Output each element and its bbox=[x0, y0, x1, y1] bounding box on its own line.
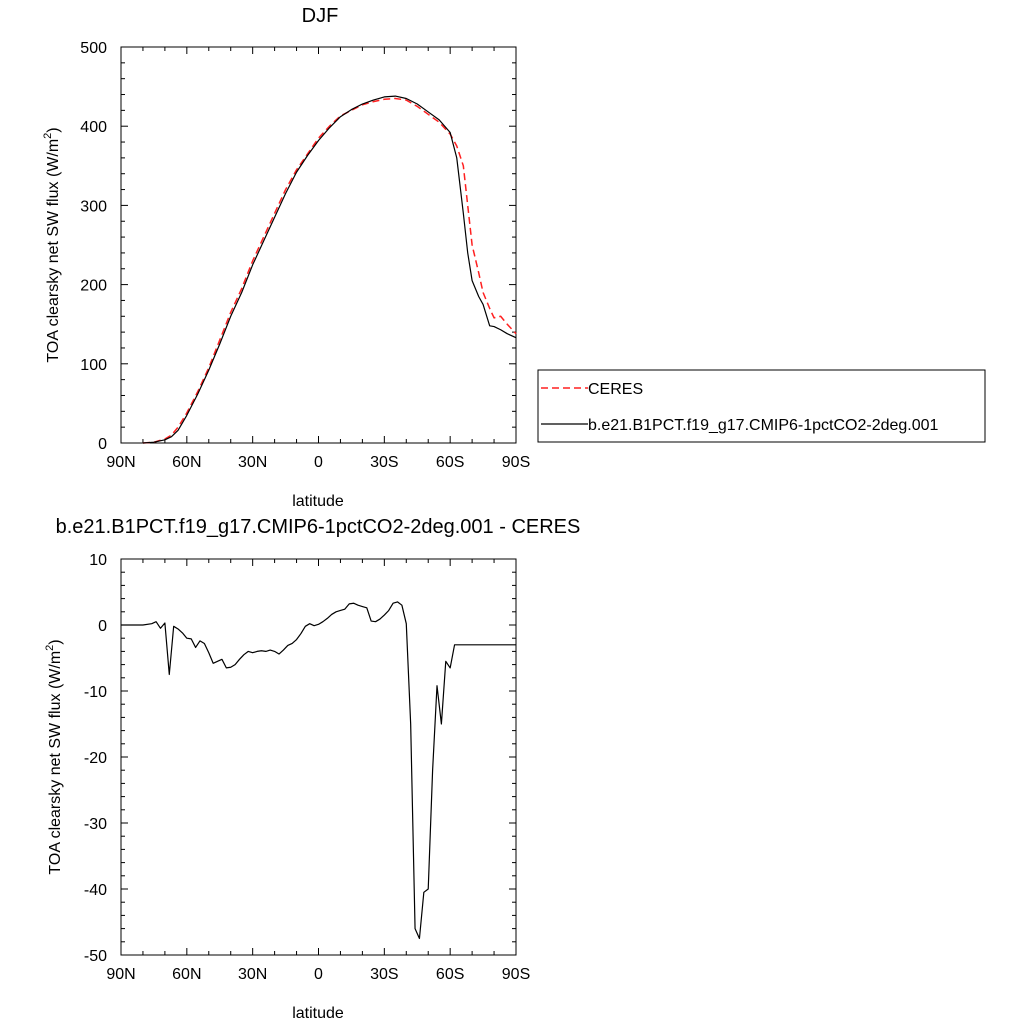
top-y-axis-label-main: TOA clearsky net SW flux (W/m bbox=[45, 139, 62, 363]
top-y-axis-label-end: ) bbox=[45, 127, 62, 132]
x-tick-label: 60S bbox=[436, 966, 464, 983]
top-y-axis-label-sup: 2 bbox=[42, 133, 54, 139]
x-tick-label: 90N bbox=[106, 966, 135, 983]
bottom-chart-title: b.e21.B1PCT.f19_g17.CMIP6-1pctCO2-2deg.0… bbox=[56, 516, 581, 538]
y-tick-label: 10 bbox=[89, 552, 107, 569]
legend-entry-ceres: CERES bbox=[588, 381, 643, 398]
bottom-tick-group: 90N 60N 30N 0 30S 60S 90S -50 -40 -30 -20 -10 0 10 bbox=[84, 552, 530, 983]
x-tick-label: 60S bbox=[436, 454, 464, 471]
x-tick-label: 0 bbox=[314, 454, 323, 471]
y-tick-label: 0 bbox=[98, 436, 107, 453]
bottom-series-group bbox=[121, 601, 516, 940]
y-tick-label: 0 bbox=[98, 618, 107, 635]
y-tick-label: 300 bbox=[80, 198, 107, 215]
bottom-y-axis-label: TOA clearsky net SW flux (W/m2) bbox=[44, 639, 64, 874]
bottom-series-line-0 bbox=[121, 601, 516, 940]
bottom-y-axis-label-sup: 2 bbox=[44, 645, 56, 651]
top-plot-frame bbox=[120, 46, 517, 444]
top-tick-group: 90N 60N 30N 0 30S 60S 90S 0 100 200 300 400 500 bbox=[80, 40, 530, 471]
y-tick-label: 200 bbox=[80, 278, 107, 295]
y-tick-label: 100 bbox=[80, 357, 107, 374]
x-tick-label: 90S bbox=[502, 454, 530, 471]
x-tick-label: 30S bbox=[370, 454, 398, 471]
top-y-axis-label: TOA clearsky net SW flux (W/m2) bbox=[42, 127, 62, 362]
bottom-plot-frame bbox=[120, 558, 517, 956]
top-series-group bbox=[142, 95, 517, 444]
x-tick-label: 90S bbox=[502, 966, 530, 983]
x-tick-label: 60N bbox=[172, 966, 201, 983]
bottom-panel: b.e21.B1PCT.f19_g17.CMIP6-1pctCO2-2deg.0… bbox=[44, 516, 580, 1022]
bottom-y-axis-label-end: ) bbox=[47, 639, 64, 644]
top-chart-title: DJF bbox=[302, 5, 339, 27]
y-tick-label: -10 bbox=[84, 684, 107, 701]
x-tick-label: 30N bbox=[238, 454, 267, 471]
top-series-line-1 bbox=[142, 95, 517, 444]
bottom-x-axis-label: latitude bbox=[292, 1005, 344, 1022]
y-tick-label: 400 bbox=[80, 119, 107, 136]
x-tick-label: 30N bbox=[238, 966, 267, 983]
top-panel: DJF 90N 60N 30N 0 30S 60S 90S0100200300400500 … bbox=[42, 5, 530, 510]
legend: CERES b.e21.B1PCT.f19_g17.CMIP6-1pctCO2-… bbox=[537, 369, 986, 443]
top-x-axis-label: latitude bbox=[292, 493, 344, 510]
bottom-y-axis-label-main: TOA clearsky net SW flux (W/m bbox=[47, 651, 64, 875]
x-tick-label: 30S bbox=[370, 966, 398, 983]
legend-entry-model: b.e21.B1PCT.f19_g17.CMIP6-1pctCO2-2deg.0… bbox=[588, 417, 939, 434]
y-tick-label: -20 bbox=[84, 750, 107, 767]
y-tick-label: -30 bbox=[84, 816, 107, 833]
y-tick-label: -40 bbox=[84, 882, 107, 899]
x-tick-label: 90N bbox=[106, 454, 135, 471]
legend-box bbox=[537, 369, 986, 443]
top-series-line-0 bbox=[142, 97, 517, 444]
x-tick-label: 60N bbox=[172, 454, 201, 471]
x-tick-label: 0 bbox=[314, 966, 323, 983]
y-tick-label: 500 bbox=[80, 40, 107, 57]
y-tick-label: -50 bbox=[84, 948, 107, 965]
